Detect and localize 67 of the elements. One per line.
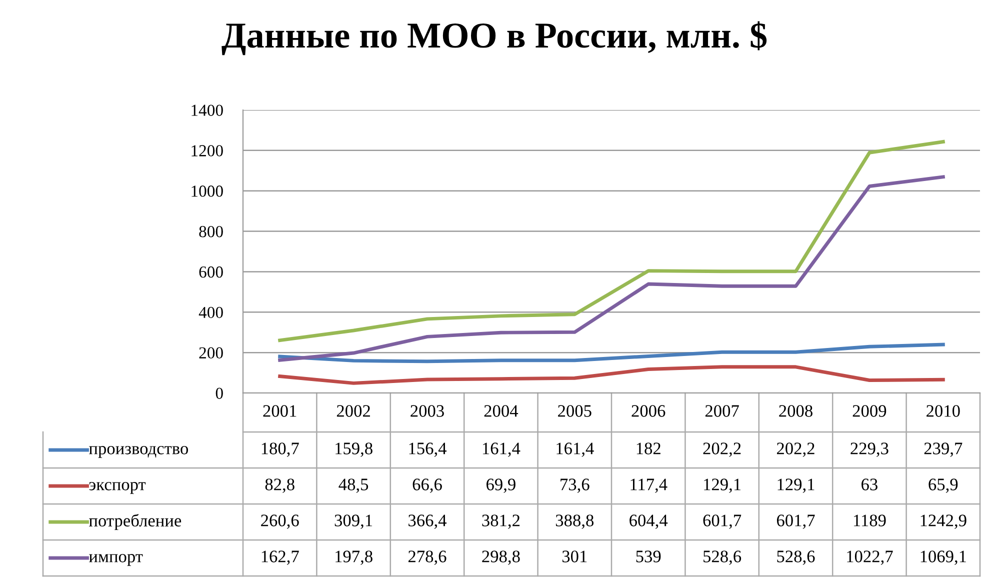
data-label: 229,3	[850, 442, 888, 457]
data-label: 309,1	[334, 514, 372, 529]
line-series	[278, 342, 945, 364]
y-tick-label: 200	[199, 347, 223, 359]
data-label: 159,8	[336, 442, 372, 457]
data-label: 601,7	[703, 514, 742, 529]
data-label: 239,7	[924, 442, 962, 457]
x-tick-label: 2008	[779, 405, 812, 417]
data-label: 1242,9	[920, 514, 966, 529]
data-label: 528,6	[704, 550, 742, 565]
data-label: 129,1	[778, 478, 814, 493]
data-label: 601,7	[776, 514, 815, 529]
legend-label: импорт	[89, 554, 143, 566]
data-label: 180,7	[262, 442, 299, 457]
data-label: 48,5	[338, 478, 368, 493]
data-label: 202,2	[776, 442, 814, 457]
data-label: 65,9	[928, 478, 958, 493]
data-label: 260,6	[261, 514, 299, 529]
y-tick-label: 400	[198, 306, 223, 318]
y-tick-label: 600	[199, 266, 223, 278]
x-tick-label: 2002	[336, 405, 370, 417]
data-label: 117,4	[630, 478, 668, 493]
x-tick-label: 2003	[410, 405, 444, 417]
legend-label: экспорт	[89, 482, 146, 494]
data-label: 1069,1	[920, 550, 966, 565]
chart-title: Данные по МОО в России, млн. $	[222, 21, 767, 56]
data-label: 69,9	[486, 478, 516, 493]
legend-label: производство	[89, 446, 188, 458]
line-series	[278, 140, 945, 342]
y-tick-label: 1400	[192, 104, 223, 116]
data-label: 388,8	[556, 514, 594, 529]
data-label: 301	[562, 550, 587, 562]
data-label: 539	[636, 550, 661, 562]
data-label: 63	[862, 478, 878, 490]
y-tick-label: 1200	[192, 145, 223, 156]
data-label: 298,8	[482, 550, 520, 565]
x-tick-label: 2007	[705, 405, 739, 417]
data-label: 82,8	[265, 478, 294, 493]
data-label: 161,4	[482, 442, 520, 457]
data-label: 161,4	[556, 442, 594, 457]
x-tick-label: 2010	[926, 405, 960, 417]
data-label: 156,4	[409, 442, 447, 457]
x-tick-label: 2009	[852, 405, 886, 417]
line-series	[278, 365, 945, 385]
legend-label: потребление	[89, 514, 182, 530]
x-tick-label: 2005	[558, 405, 592, 417]
data-label: 129,1	[704, 478, 741, 493]
x-tick-label: 2006	[632, 405, 666, 417]
data-label: 278,6	[408, 550, 446, 565]
data-label: 66,6	[412, 478, 442, 493]
data-label: 202,2	[703, 442, 741, 457]
x-tick-label: 2001	[263, 405, 296, 417]
data-label: 381,2	[482, 514, 520, 529]
data-label: 1189	[854, 514, 886, 526]
data-label: 528,6	[777, 550, 815, 565]
y-tick-label: 0	[216, 388, 223, 399]
y-tick-label: 1000	[192, 186, 223, 197]
data-label: 182	[636, 442, 660, 454]
y-tick-label: 800	[199, 226, 223, 238]
data-label: 162,7	[262, 550, 299, 565]
x-tick-label: 2004	[484, 405, 518, 417]
data-label: 197,8	[336, 550, 372, 565]
data-label: 604,4	[630, 514, 668, 529]
data-label: 366,4	[408, 514, 447, 529]
data-label: 73,6	[560, 478, 590, 493]
line-series	[278, 175, 945, 362]
data-label: 1022,7	[847, 550, 893, 565]
